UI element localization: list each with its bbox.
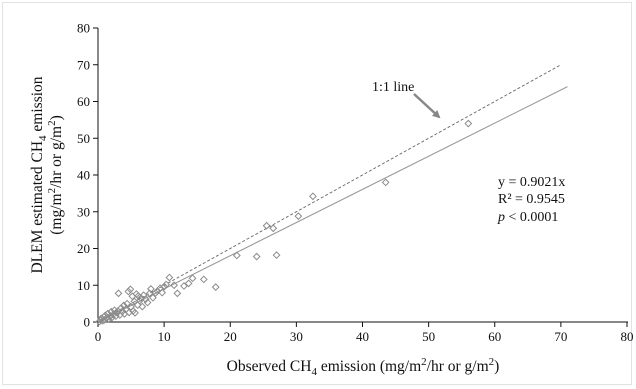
data-point — [252, 252, 261, 261]
y-tick-label: 80 — [77, 21, 90, 36]
y-tick-label: 30 — [77, 204, 90, 219]
x-tick-label: 0 — [95, 329, 102, 344]
data-point — [100, 315, 109, 324]
data-point — [170, 281, 178, 290]
x-tick-label: 60 — [488, 329, 501, 344]
regression-equation: y = 0.9021x — [498, 175, 565, 190]
x-tick-label: 20 — [224, 329, 237, 344]
data-point — [145, 289, 154, 298]
x-tick-label: 80 — [621, 329, 634, 344]
one-to-one-line — [97, 64, 562, 323]
data-point — [269, 224, 278, 233]
data-point — [272, 251, 281, 260]
ticks: 0 10 20 30 40 50 60 70 80 0 10 20 30 40 50 60 70 80 — [77, 21, 634, 345]
data-point — [262, 221, 271, 230]
data-point — [123, 299, 132, 308]
one-to-one-label: 1:1 line — [372, 80, 414, 95]
data-point — [173, 289, 182, 298]
data-point — [114, 289, 123, 298]
data-point — [381, 178, 390, 187]
data-point — [143, 298, 152, 307]
data-point — [137, 294, 145, 303]
data-point — [105, 312, 114, 321]
data-point — [131, 308, 139, 317]
p-value-label: p < 0.0001 — [497, 210, 558, 225]
y-tick-label: 70 — [77, 57, 90, 72]
data-point — [104, 315, 113, 323]
reference-lines — [97, 64, 568, 323]
data-point — [162, 280, 171, 289]
y-axis-title-line2: (mg/m2/hr or g/m2) — [46, 115, 65, 235]
data-point — [153, 287, 162, 296]
y-axis-title: DLEM estimated CH4 emission (mg/m2/hr or… — [29, 76, 65, 273]
data-point — [188, 274, 197, 283]
data-point — [151, 289, 160, 297]
data-point — [232, 251, 241, 260]
y-tick-label: 0 — [84, 315, 91, 330]
x-tick-label: 50 — [422, 329, 435, 344]
one-to-one-arrow — [413, 93, 441, 119]
data-point — [184, 279, 193, 288]
data-point — [146, 285, 155, 293]
p-value-text: < 0.0001 — [509, 210, 559, 225]
r-squared-label: R² = 0.9545 — [498, 192, 565, 207]
x-tick-label: 40 — [356, 329, 369, 344]
data-point — [160, 282, 169, 291]
x-tick-label: 10 — [158, 329, 171, 344]
data-point — [138, 302, 147, 311]
data-point — [308, 192, 317, 201]
data-point — [165, 273, 174, 282]
data-point — [124, 287, 133, 296]
y-tick-label: 60 — [77, 94, 90, 109]
x-tick-label: 30 — [290, 329, 303, 344]
x-axis-title: Observed CH4 emission (mg/m2/hr or g/m2) — [227, 356, 500, 378]
y-tick-label: 40 — [77, 168, 90, 183]
data-point — [126, 285, 135, 294]
y-tick-label: 20 — [77, 241, 90, 256]
data-point — [464, 119, 473, 128]
data-point — [211, 283, 220, 291]
data-point — [125, 308, 133, 317]
y-tick-label: 10 — [77, 278, 90, 293]
data-point — [148, 293, 157, 302]
data-point — [294, 212, 303, 221]
data-point — [117, 304, 126, 312]
data-point — [158, 288, 167, 297]
y-tick-label: 50 — [77, 131, 90, 146]
data-point — [180, 282, 188, 290]
data-points — [95, 119, 473, 326]
y-axis-title-line1: DLEM estimated CH4 emission — [29, 76, 49, 273]
data-point — [141, 295, 150, 304]
data-point — [199, 275, 208, 284]
data-point — [135, 296, 144, 305]
regression-line — [97, 86, 568, 323]
x-tick-label: 70 — [554, 329, 567, 344]
